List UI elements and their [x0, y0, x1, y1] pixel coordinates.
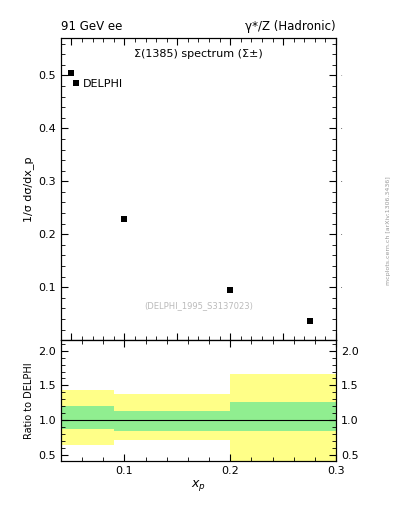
X-axis label: $x_p$: $x_p$: [191, 478, 206, 494]
Text: mcplots.cern.ch [arXiv:1306.3436]: mcplots.cern.ch [arXiv:1306.3436]: [386, 176, 391, 285]
DELPHI: [69, 70, 74, 76]
Text: Σ(1385) spectrum (Σ±): Σ(1385) spectrum (Σ±): [134, 49, 263, 59]
DELPHI: [228, 287, 233, 293]
Line: DELPHI: DELPHI: [68, 69, 313, 324]
Text: (DELPHI_1995_S3137023): (DELPHI_1995_S3137023): [144, 301, 253, 310]
DELPHI: [122, 217, 127, 223]
Text: γ*/Z (Hadronic): γ*/Z (Hadronic): [245, 20, 336, 33]
Text: 91 GeV ee: 91 GeV ee: [61, 20, 122, 33]
Y-axis label: 1/σ dσ/dx_p: 1/σ dσ/dx_p: [23, 157, 34, 222]
DELPHI: [307, 317, 312, 324]
Y-axis label: Ratio to DELPHI: Ratio to DELPHI: [24, 362, 34, 439]
Legend: DELPHI: DELPHI: [69, 74, 127, 93]
